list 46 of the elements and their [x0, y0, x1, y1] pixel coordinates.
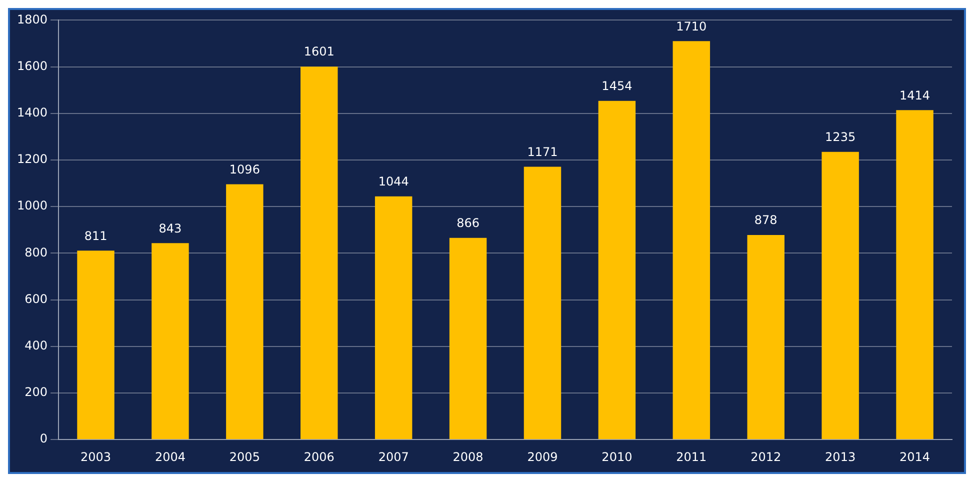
bar — [524, 166, 562, 440]
data-label: 866 — [456, 216, 480, 230]
x-tick-label: 2008 — [452, 450, 484, 464]
data-label: 1171 — [527, 144, 558, 159]
data-label: 811 — [84, 228, 108, 243]
bar — [747, 235, 784, 440]
x-tick-label: 2003 — [80, 450, 112, 464]
y-tick-label: 1200 — [16, 152, 48, 166]
bar — [374, 196, 412, 440]
y-tick-label: 400 — [24, 338, 48, 353]
x-tick-label: 2014 — [900, 450, 930, 464]
y-tick-label: 1400 — [16, 106, 48, 120]
y-tick-label: 1000 — [16, 198, 48, 213]
bar — [449, 238, 487, 440]
x-tick-label: 2013 — [825, 450, 856, 464]
data-label: 1601 — [304, 44, 334, 59]
bar — [77, 250, 114, 440]
y-tick-label: 200 — [24, 385, 48, 400]
y-tick-label: 800 — [24, 245, 48, 260]
bar — [152, 243, 189, 440]
x-tick-label: 2011 — [676, 450, 707, 464]
data-label: 843 — [158, 221, 182, 236]
data-label: 878 — [754, 213, 778, 228]
bar — [598, 100, 636, 440]
data-label: 1414 — [900, 88, 930, 102]
bar — [896, 110, 934, 440]
bar — [300, 66, 338, 440]
x-tick-label: 2005 — [229, 450, 260, 464]
x-tick-label: 2009 — [527, 450, 558, 464]
y-tick-label: 0 — [40, 432, 48, 446]
x-tick-label: 2007 — [378, 450, 409, 464]
data-label: 1044 — [378, 174, 409, 188]
data-label: 1096 — [229, 162, 260, 176]
y-tick-label: 600 — [24, 292, 48, 306]
x-tick-label: 2012 — [750, 450, 782, 464]
y-tick-label: 1600 — [16, 58, 48, 73]
data-label: 1710 — [676, 19, 707, 34]
x-tick-label: 2010 — [602, 450, 632, 464]
x-tick-label: 2006 — [304, 450, 334, 464]
bar — [822, 152, 859, 440]
data-label: 1454 — [602, 78, 632, 93]
bar — [226, 184, 264, 440]
x-tick-label: 2004 — [154, 450, 186, 464]
y-tick-label: 1800 — [16, 12, 48, 26]
data-label: 1235 — [825, 130, 856, 144]
bar — [672, 41, 710, 440]
